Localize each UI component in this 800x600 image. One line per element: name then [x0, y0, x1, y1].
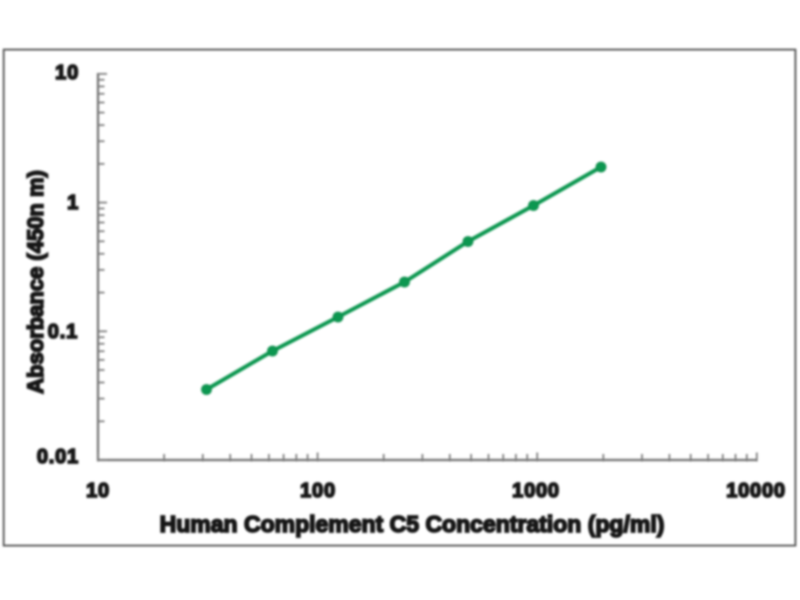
- svg-text:10: 10: [86, 480, 110, 502]
- svg-text:Human Complement C5 Concentrat: Human Complement C5 Concentration (pg/ml…: [160, 511, 665, 537]
- svg-text:Absorbance (450n m): Absorbance (450n m): [23, 170, 48, 394]
- svg-text:10: 10: [55, 62, 79, 84]
- svg-text:1000: 1000: [512, 480, 560, 502]
- svg-text:0.01: 0.01: [37, 446, 79, 468]
- svg-text:100: 100: [300, 480, 336, 502]
- svg-text:0.1: 0.1: [48, 321, 78, 343]
- svg-text:1: 1: [67, 192, 79, 214]
- svg-text:10000: 10000: [726, 480, 786, 502]
